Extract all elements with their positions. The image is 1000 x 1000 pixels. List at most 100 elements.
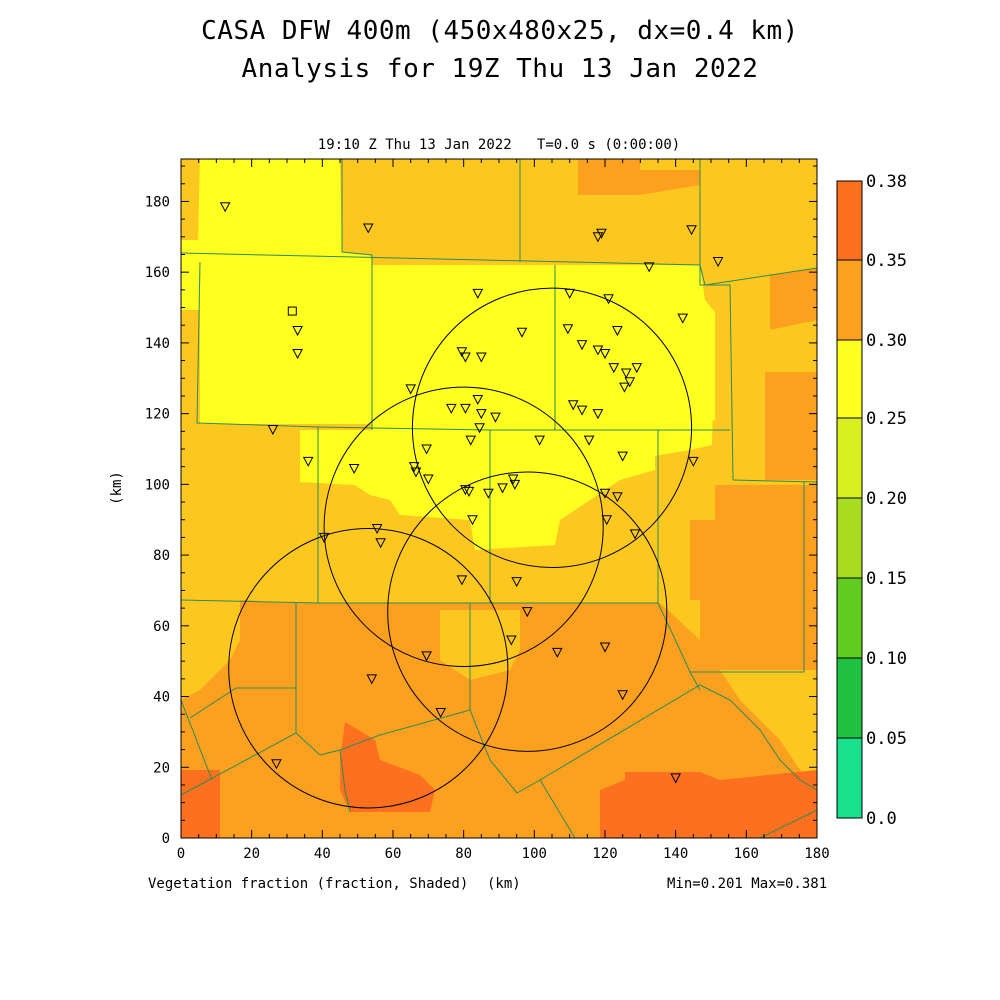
station-marker <box>624 377 636 388</box>
radar-range-rings <box>228 287 693 809</box>
station-marker <box>576 340 588 351</box>
x-axis-unit: (km) <box>487 876 521 892</box>
station-marker <box>460 352 471 363</box>
station-marker <box>445 403 457 414</box>
station-marker <box>629 529 641 540</box>
station-marker <box>592 409 604 420</box>
min-max-readout: Min=0.201 Max=0.381 <box>667 876 828 892</box>
colorbar-label: 0.05 <box>866 729 907 749</box>
station-marker <box>617 690 628 701</box>
station-marker <box>507 474 519 485</box>
station-marker <box>456 575 468 586</box>
station-marker <box>375 538 386 549</box>
station-marker <box>562 324 574 335</box>
station-marker <box>467 515 478 526</box>
station-marker <box>410 467 422 478</box>
colorbar-band <box>837 578 862 658</box>
y-tick-label: 160 <box>145 265 170 281</box>
station-marker <box>421 444 432 455</box>
station-marker <box>366 674 378 685</box>
station-marker <box>292 326 303 337</box>
colorbar-label: 0.30 <box>866 331 907 351</box>
station-marker <box>583 435 595 446</box>
station-marker <box>476 352 487 363</box>
station-marker <box>371 524 383 535</box>
light-orange-shading <box>181 600 520 700</box>
x-tick-label: 160 <box>734 846 759 862</box>
station-marker <box>712 257 724 268</box>
dark-orange-shading <box>181 722 817 838</box>
station-marker <box>362 223 374 234</box>
station-marker <box>670 773 681 784</box>
station-marker <box>219 202 231 213</box>
station-marker <box>472 288 484 299</box>
station-marker <box>599 642 611 653</box>
colorbar-label: 0.0 <box>866 809 897 829</box>
station-marker <box>483 488 494 499</box>
station-marker <box>490 412 501 423</box>
x-tick-label: 80 <box>455 846 472 862</box>
colorbar-label: 0.20 <box>866 489 907 509</box>
colorbar: 0.0 0.05 0.10 0.15 0.20 0.25 0.30 0.35 0.38 <box>836 172 907 829</box>
colorbar-band <box>837 498 862 578</box>
shaded-field <box>181 159 817 838</box>
station-marker <box>603 294 614 305</box>
station-marker <box>521 607 533 618</box>
colorbar-band-top <box>837 181 862 260</box>
radar-ring-1 <box>411 287 693 568</box>
x-tick-label: 120 <box>592 846 617 862</box>
station-marker <box>516 327 528 338</box>
station-marker <box>677 313 689 324</box>
y-tick-label: 40 <box>153 690 170 706</box>
radar-ring-3 <box>387 471 668 752</box>
station-marker <box>476 409 487 420</box>
station-marker <box>302 456 314 467</box>
title-line-1: CASA DFW 400m (450x480x25, dx=0.4 km) <box>201 16 799 46</box>
y-tick-label: 20 <box>153 760 170 776</box>
station-marker <box>599 488 611 499</box>
station-marker <box>551 647 563 658</box>
radar-ring-4 <box>228 528 509 809</box>
title-line-2: Analysis for 19Z Thu 13 Jan 2022 <box>241 54 759 84</box>
y-tick-label: 60 <box>153 619 170 635</box>
station-marker <box>435 707 447 719</box>
station-marker <box>405 384 416 395</box>
station-marker <box>592 345 604 356</box>
y-tick-label: 100 <box>145 477 170 493</box>
station-marker <box>408 462 420 473</box>
station-marker <box>688 456 699 467</box>
station-markers <box>219 202 724 784</box>
yellow-shading <box>181 159 715 550</box>
station-marker <box>318 532 330 543</box>
colorbar-band <box>837 658 862 738</box>
station-square-marker <box>287 306 297 316</box>
y-tick-label: 140 <box>145 336 170 352</box>
colorbar-label: 0.35 <box>866 251 907 271</box>
colorbar-band <box>837 418 862 498</box>
station-marker <box>460 485 471 496</box>
station-marker <box>460 403 471 414</box>
station-marker <box>474 423 485 434</box>
y-tick-label: 180 <box>145 194 170 210</box>
station-marker <box>576 405 588 416</box>
colorbar-label: 0.38 <box>866 172 907 192</box>
station-marker <box>465 435 477 446</box>
x-tick-label: 0 <box>177 846 185 862</box>
station-marker <box>421 651 432 662</box>
station-marker <box>271 759 282 770</box>
station-marker <box>567 400 579 411</box>
station-marker <box>631 363 643 374</box>
station-marker <box>534 435 545 446</box>
colorbar-band <box>837 738 862 818</box>
station-marker <box>472 394 484 406</box>
station-marker <box>497 483 508 494</box>
y-axis: 0 20 40 60 80 100 120 140 160 180 <box>145 165 817 847</box>
station-marker <box>617 451 628 462</box>
station-marker <box>608 363 620 374</box>
station-marker <box>423 474 434 485</box>
station-marker <box>506 635 517 646</box>
x-tick-label: 60 <box>385 846 402 862</box>
station-marker <box>686 225 697 236</box>
station-marker <box>612 492 623 503</box>
